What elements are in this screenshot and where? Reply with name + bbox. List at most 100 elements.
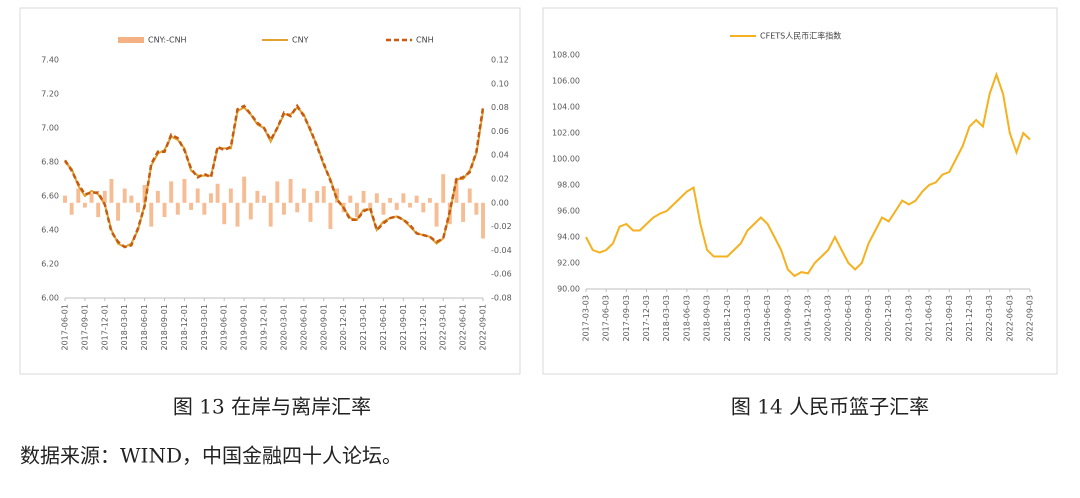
bar (116, 202, 121, 221)
figure-caption: 图 14 人民币篮子汇率 (731, 395, 929, 419)
y-tick-label: 94.00 (557, 233, 580, 242)
x-tick-label: 2022-09-01 (479, 304, 488, 351)
x-tick-label: 2020-03-03 (824, 295, 833, 342)
bar (275, 181, 280, 203)
y-tick-label: 108.00 (552, 51, 580, 60)
x-tick-label: 2018-12-03 (723, 295, 732, 342)
legend-label: CNY (292, 36, 309, 45)
bar (102, 190, 107, 203)
bar (109, 179, 114, 203)
x-tick-label: 2017-06-03 (602, 295, 611, 342)
y-tick-label: 7.20 (41, 90, 59, 99)
x-tick-label: 2021-06-03 (925, 295, 934, 342)
x-tick-label: 2018-09-01 (160, 304, 169, 351)
x-tick-label: 2019-03-01 (200, 304, 209, 351)
y-tick-label: 96.00 (557, 207, 580, 216)
x-tick-label: 2019-06-03 (763, 295, 772, 342)
y-tick-label: 102.00 (552, 129, 580, 138)
bar (308, 202, 313, 222)
bar (388, 198, 393, 203)
x-tick-label: 2020-09-01 (319, 304, 328, 351)
series-line (64, 106, 484, 249)
bar (381, 202, 386, 215)
y-tick-label: 98.00 (557, 181, 580, 190)
bar (474, 202, 479, 215)
bar (215, 183, 220, 203)
y-tick-label: 6.60 (41, 192, 59, 201)
bar (89, 193, 94, 203)
x-tick-label: 2018-03-01 (120, 304, 129, 351)
x-tick-label: 2017-03-03 (582, 295, 591, 342)
x-tick-label: 2022-06-01 (459, 304, 468, 351)
bar (301, 188, 306, 203)
y-tick-label: 106.00 (552, 77, 580, 86)
bar (441, 174, 446, 203)
x-tick-label: 2017-12-03 (642, 295, 651, 342)
bar (242, 176, 247, 203)
x-tick-label: 2019-12-01 (260, 304, 269, 351)
x-tick-label: 2020-12-01 (339, 304, 348, 351)
x-tick-label: 2021-06-01 (379, 304, 388, 351)
x-tick-label: 2018-03-03 (662, 295, 671, 342)
bar (262, 195, 267, 203)
x-tick-label: 2022-03-01 (439, 304, 448, 351)
source-note: 数据来源：WIND，中国金融四十人论坛。 (20, 444, 402, 468)
x-tick-label: 2019-12-03 (804, 295, 813, 342)
bar (142, 184, 147, 203)
legend-swatch (118, 37, 144, 43)
x-tick-label: 2018-06-01 (140, 304, 149, 351)
x-tick-label: 2019-09-01 (240, 304, 249, 351)
x-tick-label: 2022-06-03 (1005, 295, 1014, 342)
bar (288, 179, 293, 203)
y2-tick-label: -0.04 (491, 246, 512, 255)
bar (354, 202, 359, 218)
y-tick-label: 6.80 (41, 158, 59, 167)
y2-tick-label: -0.02 (491, 222, 512, 231)
y-tick-label: 6.00 (41, 294, 59, 303)
x-tick-label: 2018-09-03 (703, 295, 712, 342)
legend-label: CNY:-CNH (148, 36, 187, 45)
bar (175, 202, 180, 215)
series-line (63, 103, 485, 249)
bar (248, 202, 253, 220)
bar (235, 202, 240, 227)
bar (202, 202, 207, 215)
bar (169, 181, 174, 203)
bar (374, 193, 379, 203)
bar (268, 202, 273, 227)
bar (401, 193, 406, 203)
y-tick-label: 104.00 (552, 103, 580, 112)
bar (321, 186, 326, 203)
y2-tick-label: 0.04 (491, 151, 509, 160)
bar (69, 202, 74, 215)
bar (162, 202, 167, 218)
x-tick-label: 2019-03-03 (743, 295, 752, 342)
bar (228, 188, 233, 203)
y2-tick-label: 0.06 (491, 127, 509, 136)
bar (222, 202, 227, 225)
bar (195, 188, 200, 203)
bar (434, 202, 439, 227)
y2-tick-label: 0.08 (491, 103, 509, 112)
bar (96, 202, 101, 218)
x-tick-label: 2017-09-01 (80, 304, 89, 351)
y2-tick-label: -0.06 (491, 270, 512, 279)
x-tick-label: 2020-06-03 (844, 295, 853, 342)
bar (348, 195, 353, 203)
bar (129, 195, 134, 203)
y-tick-label: 6.20 (41, 260, 59, 269)
bar (368, 202, 373, 210)
series-line (585, 71, 1031, 278)
bar (82, 202, 87, 208)
bar (481, 202, 485, 239)
x-tick-label: 2022-09-03 (1026, 295, 1035, 342)
bar (335, 188, 339, 203)
bar (122, 188, 127, 203)
y-tick-label: 7.00 (41, 124, 59, 133)
bar (421, 202, 426, 213)
y-tick-label: 92.00 (557, 259, 580, 268)
bar (394, 202, 399, 210)
y2-tick-label: -0.08 (491, 294, 512, 303)
